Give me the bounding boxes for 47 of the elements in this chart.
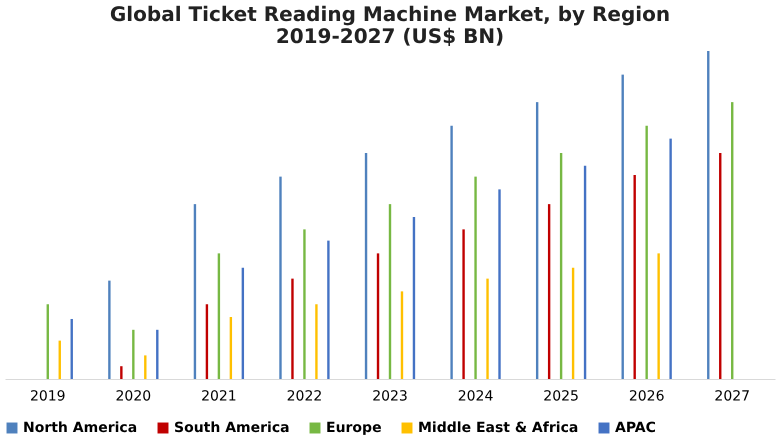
x-tick-label: 2025 — [543, 388, 579, 404]
x-tick-label: 2027 — [714, 388, 750, 404]
chart-title: Global Ticket Reading Machine Market, by Region 2019-2027 (US$ BN) — [110, 2, 670, 48]
legend-label: Middle East & Africa — [418, 420, 578, 436]
legend-label: North America — [23, 420, 138, 436]
legend-label: APAC — [615, 420, 656, 436]
bar — [622, 74, 624, 379]
x-tick-label: 2026 — [628, 388, 665, 404]
bar — [657, 253, 660, 379]
bar — [560, 153, 562, 379]
bar — [719, 153, 722, 379]
bar — [474, 176, 477, 379]
bar — [303, 229, 306, 379]
bar — [132, 330, 135, 379]
bar — [707, 51, 710, 379]
bar — [194, 204, 196, 379]
bar — [669, 138, 672, 379]
bar — [462, 229, 465, 379]
bar — [230, 317, 232, 379]
bar — [144, 355, 147, 379]
bar — [156, 330, 158, 379]
x-tick-label: 2024 — [458, 388, 494, 404]
bar — [572, 268, 574, 379]
bar — [633, 174, 636, 379]
x-tick-label: 2022 — [286, 388, 322, 404]
x-tick-label: 2021 — [201, 388, 237, 404]
bar — [58, 340, 61, 379]
bar — [242, 268, 244, 379]
x-tick-label: 2023 — [372, 388, 408, 404]
bar — [450, 126, 453, 379]
x-tick-label: 2020 — [116, 388, 152, 404]
bar — [70, 318, 73, 379]
bar — [536, 102, 538, 379]
bar — [120, 366, 123, 379]
bar — [108, 280, 111, 379]
bar — [548, 204, 550, 379]
bar — [218, 253, 220, 379]
bar — [206, 304, 208, 379]
bar — [315, 304, 318, 379]
bar — [46, 304, 49, 379]
legend-label: Europe — [326, 420, 382, 436]
bar — [327, 240, 330, 379]
legend-label: South America — [174, 420, 290, 436]
x-tick-label: 2019 — [30, 388, 66, 404]
bar — [731, 102, 734, 379]
bar — [645, 126, 648, 379]
bar — [584, 166, 586, 379]
